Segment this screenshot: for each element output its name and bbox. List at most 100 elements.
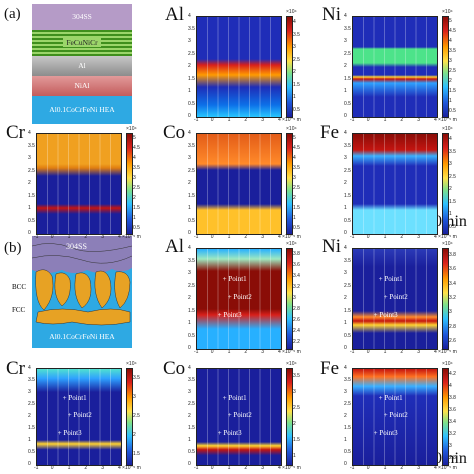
y-tick: 3	[344, 389, 347, 395]
x-tick: 2	[244, 465, 248, 471]
contour-plot-al-60min: + Point1 + Point2 + Point3	[196, 248, 282, 350]
flux-arrows	[47, 134, 111, 234]
contour-plot-cr-0min	[36, 133, 122, 235]
x-tick: 2	[400, 349, 404, 355]
y-tick: 1.5	[28, 192, 35, 199]
y-tick: 2.5	[344, 167, 351, 174]
y-tick: 4	[188, 245, 191, 251]
x-tick: -1	[34, 234, 39, 240]
x-tick: 3	[417, 117, 420, 123]
y-tick: 3	[188, 155, 191, 161]
x-tick: 0	[210, 117, 214, 123]
colorbar-tick: 3.5	[293, 165, 300, 171]
x-tick: 4	[434, 349, 437, 355]
x-tick: 0	[210, 234, 214, 240]
colorbar-exponent: ×10⁴	[126, 126, 137, 132]
colorbar-tick: 2.5	[293, 405, 300, 411]
colorbar-tick: 2.8	[449, 455, 456, 461]
x-tick: 1	[67, 234, 71, 240]
marker-point2: + Point2	[227, 411, 252, 420]
x-tick: 3	[261, 234, 264, 240]
x-unit: ×10⁻⁵ m	[438, 465, 457, 471]
y-tick: 1.5	[344, 75, 351, 82]
panel-label-a: (a)	[4, 6, 21, 22]
x-tick: -1	[194, 349, 199, 355]
colorbar-tick: 2	[449, 78, 452, 84]
layer-al-label: Al	[78, 61, 86, 70]
colorbar-tick: 3.2	[449, 295, 456, 301]
colorbar-al-60min	[286, 248, 293, 350]
x-tick: -1	[194, 465, 199, 471]
x-tick: -1	[350, 349, 355, 355]
x-tick: 4	[118, 465, 121, 471]
colorbar-exponent: ×10⁴	[286, 126, 297, 132]
x-tick: 1	[383, 234, 387, 240]
marker-point1: + Point1	[222, 275, 247, 283]
colorbar-tick: 2.5	[133, 413, 140, 419]
layer-al: Al	[32, 56, 132, 76]
colorbar-tick: 3.5	[133, 374, 140, 381]
colorbar-cr-0min	[126, 133, 133, 235]
y-tick: 1	[344, 88, 347, 94]
x-tick: 1	[227, 234, 231, 240]
y-tick: 1.5	[188, 75, 195, 82]
y-tick: 2	[344, 295, 347, 301]
colorbar-tick: 4.5	[449, 28, 456, 34]
y-tick: 3	[188, 270, 191, 276]
y-tick: 4	[188, 13, 191, 19]
y-tick: 3	[28, 389, 31, 395]
y-tick: 0.5	[188, 332, 195, 339]
x-tick: 1	[227, 465, 231, 471]
x-tick: 4	[278, 117, 281, 123]
y-tick: 3.5	[28, 142, 35, 149]
colorbar-tick: 1.5	[293, 437, 300, 443]
colorbar-tick: 2.6	[293, 317, 300, 324]
y-tick: 3	[28, 155, 31, 161]
y-tick: 3.5	[344, 377, 351, 383]
colorbar-tick: 2.6	[449, 337, 456, 344]
colorbar-exponent: ×10⁴	[286, 9, 297, 15]
colorbar-tick: 3.5	[293, 373, 300, 379]
flux-arrows	[47, 369, 111, 465]
flux-arrows	[363, 17, 427, 117]
colorbar-tick: 2	[449, 186, 452, 193]
colorbar-fe-60min	[442, 368, 449, 466]
y-tick: 0	[28, 461, 31, 467]
colorbar-tick: 3	[293, 295, 296, 301]
marker-point2: + Point2	[227, 293, 252, 301]
y-tick: 4	[188, 130, 191, 136]
colorbar-tick: 4	[293, 155, 296, 161]
colorbar-tick: 4.5	[293, 145, 300, 151]
x-tick: 4	[434, 465, 437, 471]
colorbar-tick: 1	[293, 94, 296, 101]
y-tick: 2	[188, 295, 191, 301]
colorbar-tick: 1.5	[293, 81, 300, 88]
colorbar-co-0min	[286, 133, 293, 235]
y-tick: 0.5	[28, 217, 35, 224]
colorbar-tick: 3.5	[293, 31, 300, 38]
layer-nial-label: NiAl	[74, 81, 90, 90]
y-tick: 2	[188, 413, 191, 419]
marker-point3: + Point3	[217, 311, 242, 319]
colorbar-exponent: ×10⁴	[442, 9, 453, 15]
panel-label-b: (b)	[4, 240, 22, 256]
y-tick: 1.5	[344, 307, 351, 314]
y-tick: 2.5	[344, 401, 351, 407]
x-tick: 3	[417, 349, 420, 355]
y-tick: 1	[188, 437, 191, 443]
y-tick: 1.5	[188, 307, 195, 314]
colorbar-tick: 0.5	[293, 225, 300, 231]
y-tick: 0.5	[188, 217, 195, 224]
contour-plot-fe-60min: + Point1 + Point2 + Point3	[352, 368, 438, 466]
y-tick: 0.5	[28, 449, 35, 455]
colorbar-tick: 2.5	[293, 185, 300, 191]
contour-plot-ni-0min	[352, 16, 438, 118]
x-tick: 0	[50, 465, 54, 471]
label-co-60: Co	[163, 358, 186, 379]
colorbar-tick: 3.8	[449, 395, 456, 401]
y-tick: 0.5	[344, 332, 351, 339]
colorbar-tick: 1.5	[449, 88, 456, 94]
y-tick: 0.5	[188, 449, 195, 455]
colorbar-tick: 3	[449, 161, 452, 168]
y-tick: 1	[28, 437, 31, 443]
